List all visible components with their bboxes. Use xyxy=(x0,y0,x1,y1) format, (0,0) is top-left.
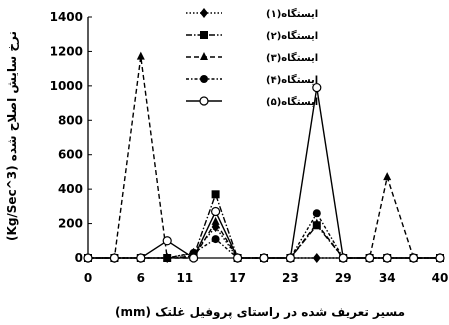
x-tick-label: 34 xyxy=(379,271,396,285)
series-5-point xyxy=(136,253,146,263)
legend-marker-2 xyxy=(200,31,208,39)
series-4-point xyxy=(163,254,172,262)
series-3-point xyxy=(312,218,321,227)
series-2-point xyxy=(211,190,220,199)
series-5-point xyxy=(435,253,445,263)
x-tick-label: 6 xyxy=(137,271,145,285)
series-5-point xyxy=(109,253,120,263)
series-5-point xyxy=(259,253,269,263)
legend-label-4: ایستگاه(۴) xyxy=(266,73,318,86)
series-3-point xyxy=(211,216,220,225)
series-1-point xyxy=(312,253,321,263)
series-5-point xyxy=(382,253,392,263)
legend-marker-4 xyxy=(200,75,208,83)
series-4-point xyxy=(211,235,220,244)
legend-label-2: ایستگاه(۲) xyxy=(266,29,318,42)
series-5-point xyxy=(211,206,221,217)
x-tick-label: 23 xyxy=(282,271,299,285)
legend-label-1: ایستگاه(۱) xyxy=(266,7,318,20)
series-3-point xyxy=(383,172,392,181)
y-axis-label: نرخ سایش اصلاح شده (Kg/Sec^3) xyxy=(5,31,19,241)
x-axis-label: مسیر تعریف شده در راستای پروفیل غلتک (mm… xyxy=(115,305,405,320)
x-tick-label: 17 xyxy=(229,271,246,285)
y-tick-label: 1400 xyxy=(50,10,83,24)
y-tick-label: 400 xyxy=(58,182,83,196)
y-tick-label: 200 xyxy=(58,217,83,231)
y-tick-label: 600 xyxy=(58,148,83,162)
series-5-point xyxy=(83,253,93,263)
y-tick-label: 1200 xyxy=(50,44,83,58)
series-5-point xyxy=(409,253,419,263)
legend-marker-3 xyxy=(200,52,208,60)
series-3 xyxy=(84,51,444,261)
y-tick-label: 0 xyxy=(75,251,83,265)
series-5-point xyxy=(365,253,375,263)
legend-marker-1 xyxy=(200,8,208,18)
series-4-line xyxy=(88,211,440,259)
series-layer xyxy=(83,51,445,263)
series-3-point xyxy=(136,51,145,60)
y-tick-label: 800 xyxy=(58,113,83,127)
series-5-point xyxy=(312,82,322,93)
series-5 xyxy=(83,82,445,263)
x-tick-label: 0 xyxy=(84,271,92,285)
series-5-point xyxy=(338,253,348,263)
series-5-point xyxy=(233,253,243,263)
series-2-line xyxy=(88,192,440,259)
y-tick-label: 1000 xyxy=(50,79,83,93)
series-5-point xyxy=(162,236,172,246)
legend-marker-5 xyxy=(199,96,209,106)
series-3-line xyxy=(88,56,440,259)
legend-label-3: ایستگاه(۳) xyxy=(266,51,318,64)
x-tick-label: 29 xyxy=(335,271,352,285)
series-4-point xyxy=(312,209,321,218)
series-2 xyxy=(84,190,444,262)
legend-label-5: ایستگاه(۵) xyxy=(266,95,318,108)
x-tick-label: 11 xyxy=(176,271,193,285)
y-axis-ticks: 0 200 400 600 800 1000 1200 1400 xyxy=(50,10,92,265)
x-axis-ticks: 0 6 11 17 23 29 34 40 xyxy=(84,254,449,285)
legend: ایستگاه(۱) ایستگاه(۲) ایستگاه(۳) ایستگاه(۴)… xyxy=(186,7,318,108)
series-5-point xyxy=(285,253,295,263)
x-tick-label: 40 xyxy=(432,271,449,285)
series-5-point xyxy=(189,253,199,263)
